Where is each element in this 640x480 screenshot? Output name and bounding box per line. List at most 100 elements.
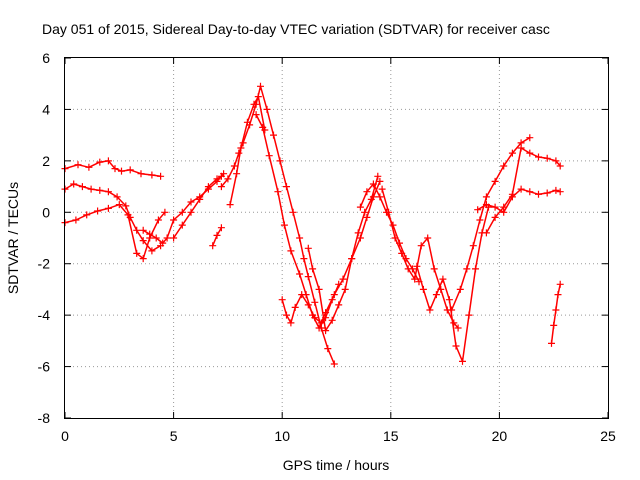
data-point-marker xyxy=(500,203,508,211)
data-point-marker xyxy=(170,216,178,224)
data-point-marker xyxy=(263,105,271,113)
data-point-marker xyxy=(126,166,134,174)
data-point-marker xyxy=(356,234,364,242)
data-point-marker xyxy=(252,111,260,119)
x-tick-label: 5 xyxy=(170,428,178,444)
data-point-marker xyxy=(491,203,499,211)
data-series xyxy=(61,82,564,368)
data-point-marker xyxy=(543,189,551,197)
data-point-marker xyxy=(469,242,477,250)
x-tick-label: 0 xyxy=(61,428,69,444)
data-point-marker xyxy=(257,82,264,90)
data-point-marker xyxy=(161,208,169,216)
data-point-marker xyxy=(315,285,323,293)
series-points xyxy=(356,180,423,286)
data-point-marker xyxy=(356,203,364,211)
data-point-marker xyxy=(315,324,323,332)
data-point-marker xyxy=(287,247,295,255)
data-point-marker xyxy=(296,234,304,242)
data-point-marker xyxy=(459,357,466,365)
x-tick-label: 15 xyxy=(383,428,399,444)
grid-lines xyxy=(65,58,608,418)
data-point-marker xyxy=(226,201,234,209)
data-point-marker xyxy=(254,93,262,101)
data-point-marker xyxy=(237,144,245,152)
data-point-marker xyxy=(148,247,156,255)
data-point-marker xyxy=(283,183,290,191)
data-point-marker xyxy=(369,180,377,188)
data-point-marker xyxy=(217,172,225,180)
data-point-marker xyxy=(139,226,147,234)
series-line xyxy=(229,95,266,205)
data-point-marker xyxy=(348,255,356,263)
data-point-marker xyxy=(204,183,212,191)
data-point-marker xyxy=(235,149,243,157)
y-tick-label: 6 xyxy=(42,50,50,66)
data-point-marker xyxy=(465,311,473,319)
data-point-marker xyxy=(354,229,362,237)
data-point-marker xyxy=(543,154,551,162)
data-point-marker xyxy=(250,100,258,108)
data-point-marker xyxy=(398,249,406,257)
data-point-marker xyxy=(113,193,121,201)
data-point-marker xyxy=(535,153,542,161)
data-point-marker xyxy=(335,301,343,309)
data-point-marker xyxy=(311,298,319,306)
data-point-marker xyxy=(439,275,447,283)
data-point-marker xyxy=(463,265,471,273)
data-point-marker xyxy=(304,301,312,309)
data-point-marker xyxy=(363,213,371,221)
data-point-marker xyxy=(163,234,171,242)
data-point-marker xyxy=(213,231,221,239)
series-line xyxy=(172,175,222,239)
data-point-marker xyxy=(526,188,534,196)
data-point-marker xyxy=(230,162,238,170)
data-point-marker xyxy=(432,291,440,299)
series-points xyxy=(61,201,169,263)
data-point-marker xyxy=(196,195,204,203)
y-axis-label: SDTVAR / TECUs xyxy=(5,182,21,294)
data-point-marker xyxy=(178,208,186,216)
data-point-marker xyxy=(378,185,386,193)
data-point-marker xyxy=(339,275,347,283)
data-point-marker xyxy=(517,185,525,193)
data-point-marker xyxy=(304,244,312,252)
series-line xyxy=(307,176,379,332)
data-point-marker xyxy=(83,211,91,219)
y-tick-label: 4 xyxy=(42,101,50,117)
data-point-marker xyxy=(148,171,156,179)
data-point-marker xyxy=(419,285,427,293)
data-point-marker xyxy=(111,165,119,173)
data-point-marker xyxy=(424,234,432,242)
data-point-marker xyxy=(87,185,95,193)
data-point-marker xyxy=(187,208,195,216)
data-point-marker xyxy=(209,242,217,250)
data-point-marker xyxy=(152,234,160,242)
x-tick-label: 10 xyxy=(274,428,290,444)
series-points xyxy=(226,93,269,209)
data-point-marker xyxy=(178,221,186,229)
data-point-marker xyxy=(500,162,508,170)
data-point-marker xyxy=(556,280,564,288)
data-point-marker xyxy=(265,152,273,160)
data-point-marker xyxy=(283,311,290,319)
series-points xyxy=(548,280,564,347)
data-point-marker xyxy=(298,291,306,299)
data-point-marker xyxy=(70,180,78,188)
data-point-marker xyxy=(552,186,560,194)
data-point-marker xyxy=(146,230,154,238)
data-point-marker xyxy=(367,195,375,203)
data-point-marker xyxy=(259,123,267,131)
data-point-marker xyxy=(96,158,104,166)
data-point-marker xyxy=(94,207,102,215)
data-point-marker xyxy=(115,201,123,209)
y-tick-label: 0 xyxy=(42,204,50,220)
data-point-marker xyxy=(104,204,112,212)
data-point-marker xyxy=(276,157,284,165)
data-point-marker xyxy=(289,208,297,216)
data-point-marker xyxy=(456,285,464,293)
plot-frame xyxy=(64,57,609,419)
data-point-marker xyxy=(552,157,560,165)
data-point-marker xyxy=(118,167,125,175)
data-point-marker xyxy=(556,162,564,170)
